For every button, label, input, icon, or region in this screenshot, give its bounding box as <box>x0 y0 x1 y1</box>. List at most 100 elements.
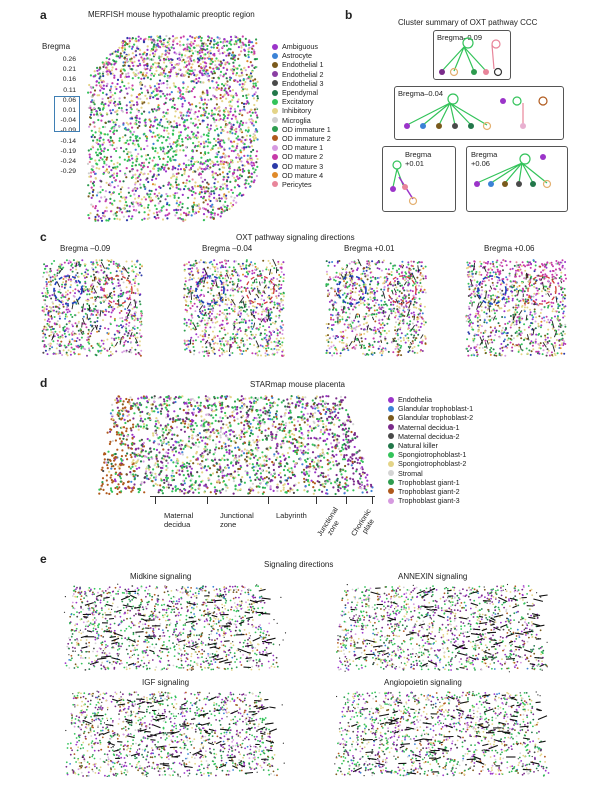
legend-item: OD mature 2 <box>272 152 331 161</box>
ccc-box-bregma-p001: Bregma +0.01 <box>382 146 456 212</box>
panel-d-legend: Endothelia Glandular trophoblast-1 Glandul… <box>388 395 473 505</box>
legend-label: Maternal decidua-1 <box>398 422 460 432</box>
section-title-4: Bregma +0.06 <box>484 244 535 253</box>
legend-label: Trophoblast giant-1 <box>398 477 460 487</box>
legend-swatch <box>388 479 394 486</box>
legend-label: Ependymal <box>282 88 318 98</box>
region-tick <box>372 496 373 504</box>
legend-swatch <box>388 442 394 449</box>
legend-label: Spongiotrophoblast-1 <box>398 450 467 460</box>
region-tick <box>155 496 156 504</box>
region-axis <box>150 496 375 497</box>
legend-swatch <box>272 153 278 160</box>
ccc-box-title: Bregma–0.04 <box>398 89 444 98</box>
bregma-value: 0.16 <box>62 76 76 84</box>
legend-label: Stromal <box>398 468 423 478</box>
legend-swatch <box>388 424 394 431</box>
legend-label: OD mature 3 <box>282 161 324 171</box>
section-title-2: Bregma –0.04 <box>202 244 253 253</box>
panel-a-title: MERFISH mouse hypothalamic preoptic regi… <box>88 10 255 19</box>
legend-swatch <box>272 89 278 96</box>
signaling-arrows <box>63 583 287 669</box>
signaling-map-angiopoietin <box>334 691 550 777</box>
legend-label: Endothelial 2 <box>282 69 324 79</box>
legend-item: OD mature 3 <box>272 161 331 171</box>
region-tick <box>346 496 347 504</box>
legend-item: Maternal decidua-2 <box>388 432 473 441</box>
bregma-axis-label: Bregma <box>42 42 71 51</box>
oxt-map-4 <box>465 259 567 357</box>
legend-item: OD mature 4 <box>272 171 331 180</box>
legend-label: OD mature 1 <box>282 143 324 153</box>
legend-item: Spongiotrophoblast-1 <box>388 450 473 459</box>
bregma-value: -0.29 <box>60 168 77 176</box>
legend-label: Pericytes <box>282 179 312 189</box>
bregma-value: -0.19 <box>60 147 77 155</box>
panel-c-title: OXT pathway signaling directions <box>236 233 355 242</box>
legend-item: Glandular trophoblast-2 <box>388 413 473 422</box>
legend-label: Maternal decidua-2 <box>398 431 460 441</box>
legend-swatch <box>272 181 278 188</box>
roi-circle-red <box>527 275 557 305</box>
legend-item: Maternal decidua-1 <box>388 423 473 432</box>
legend-label: Natural killer <box>398 441 438 451</box>
bregma-highlight-box <box>54 96 80 132</box>
legend-item: Inhibitory <box>272 106 331 115</box>
oxt-map-2 <box>183 258 285 357</box>
region-label-line: zone <box>220 520 237 529</box>
signaling-arrows <box>65 690 285 778</box>
ccc-box-bregma-m004: Bregma–0.04 <box>394 86 564 140</box>
legend-swatch <box>272 172 278 179</box>
placenta-spatial-map <box>98 395 374 496</box>
roi-circle-red <box>103 275 133 305</box>
signaling-arrows <box>334 691 548 777</box>
roi-circle-blue <box>337 275 367 305</box>
bregma-value: -0.09 <box>60 127 77 135</box>
region-label-line: decidua <box>164 520 191 529</box>
legend-item: Endothelial 1 <box>272 60 331 69</box>
placenta-cells <box>98 395 374 496</box>
legend-item: Ependymal <box>272 88 331 97</box>
region-tick <box>316 496 317 504</box>
legend-swatch <box>272 107 278 114</box>
legend-label: Spongiotrophoblast-2 <box>398 459 467 469</box>
signaling-cells <box>335 585 548 671</box>
legend-label: Astrocyte <box>282 51 312 61</box>
bregma-value: 0.21 <box>62 66 76 74</box>
legend-swatch <box>388 396 394 403</box>
legend-swatch <box>272 71 278 78</box>
ccc-box-title-line1: Bregma <box>471 150 498 159</box>
bregma-value: 0.26 <box>62 56 76 63</box>
legend-swatch <box>388 470 394 477</box>
panel-a-legend: Ambiguous Astrocyte Endothelial 1 Endotheli… <box>272 42 331 189</box>
legend-label: Endothelia <box>398 395 432 405</box>
panel-c-label: c <box>40 230 47 244</box>
legend-swatch <box>388 451 394 458</box>
legend-swatch <box>272 80 278 87</box>
region-label-line: Junctional <box>220 511 254 520</box>
section-title-1: Bregma –0.09 <box>60 244 111 253</box>
merfish-3d-cube <box>86 34 259 223</box>
legend-item: Endothelial 3 <box>272 79 331 88</box>
panel-e-title: Signaling directions <box>264 560 334 569</box>
panel-b-label: b <box>345 8 353 22</box>
legend-swatch <box>272 117 278 124</box>
oxt-direction-maps <box>41 258 567 357</box>
legend-swatch <box>388 488 394 495</box>
bregma-value: 0.06 <box>62 96 76 104</box>
legend-item: Trophoblast giant-3 <box>388 496 473 505</box>
ccc-box-bregma-m009: Bregma–0.09 <box>433 30 511 80</box>
region-labyrinth: Labyrinth <box>276 511 307 520</box>
legend-swatch <box>272 135 278 142</box>
roi-circle-blue <box>477 275 507 305</box>
section-title-3: Bregma +0.01 <box>344 244 395 253</box>
panel-b-title: Cluster summary of OXT pathway CCC <box>398 18 538 27</box>
legend-swatch <box>272 144 278 151</box>
legend-swatch <box>388 460 394 467</box>
legend-swatch <box>272 163 278 170</box>
region-tick <box>268 496 269 504</box>
legend-item: Excitatory <box>272 97 331 106</box>
roi-circle-red <box>245 275 275 305</box>
legend-item: Spongiotrophoblast-2 <box>388 459 473 468</box>
panel-d-title: STARmap mouse placenta <box>250 380 346 389</box>
